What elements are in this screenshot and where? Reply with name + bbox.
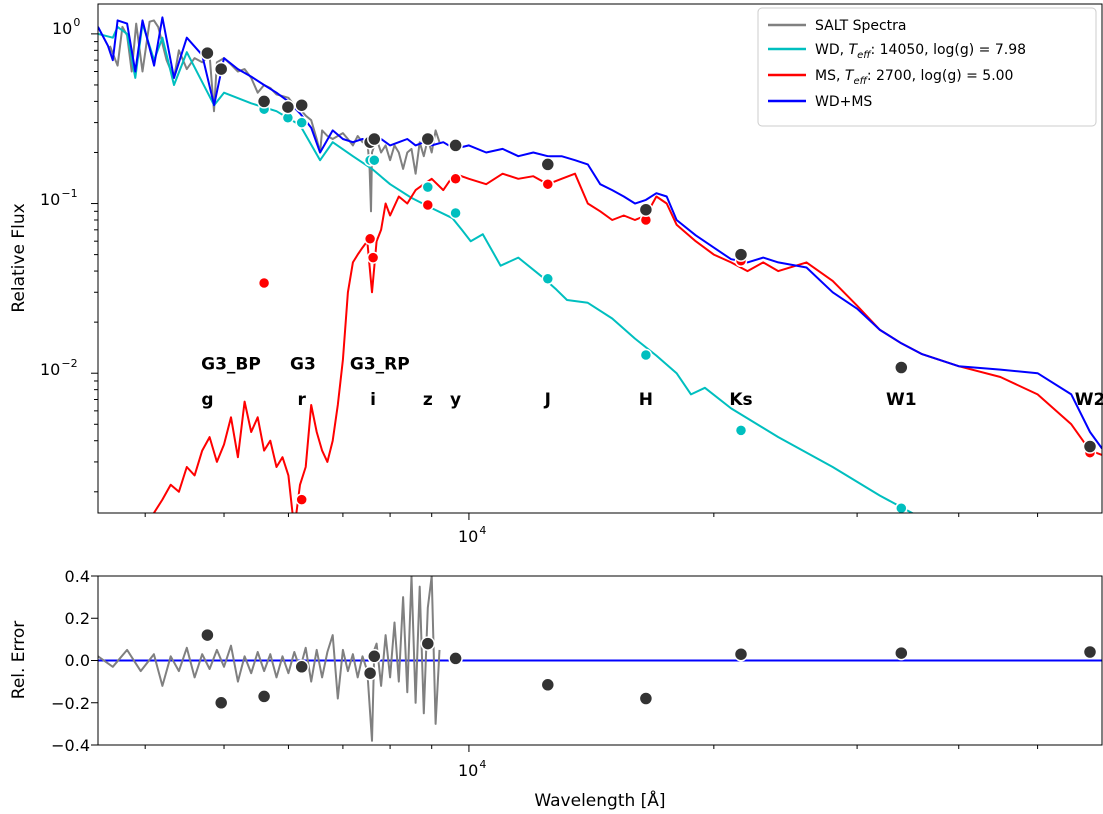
- spectrum-x-tick-10e4: 104: [458, 524, 486, 546]
- spectrum-plot-frame: [97, 3, 1103, 514]
- band-labels-layer: G3_BP G3 G3_RPg r i z y J H Ks W1 W2: [201, 355, 1103, 410]
- residual-point: [294, 659, 309, 675]
- residual-y-tick-1: 0.2: [65, 609, 90, 628]
- spectrum-x-tick-exp: 4: [479, 524, 486, 537]
- photometry-point-wd-model: [295, 116, 308, 129]
- photometry-point-observed: [256, 94, 272, 109]
- photometry-point-observed: [448, 138, 463, 153]
- photometry-point-observed: [280, 99, 296, 115]
- residual-point: [448, 651, 463, 666]
- photometry-point-observed: [540, 157, 556, 172]
- spectrum-y-tick-0-01: 10−2: [40, 357, 78, 379]
- photometry-point-wd-model: [1085, 530, 1096, 541]
- legend-box: [757, 7, 1097, 127]
- band-label-g3-rp: G3_RP: [350, 355, 410, 375]
- residual-point: [733, 646, 749, 662]
- photometry-point-observed: [1082, 439, 1098, 454]
- residual-y-axis-label: Rel. Error: [9, 621, 29, 699]
- residual-point: [540, 677, 556, 693]
- photometry-point-observed: [294, 97, 309, 113]
- residual-point: [638, 691, 654, 706]
- spectrum-residual-line: [98, 576, 441, 742]
- residual-series-layer: [98, 576, 1102, 742]
- band-label-i: i: [370, 390, 376, 410]
- photometry-point-ms-model: [541, 177, 555, 191]
- spectrum-y-axis-label: Relative Flux: [9, 203, 29, 312]
- photometry-point-wd-model: [734, 424, 748, 437]
- band-label-r: r: [298, 390, 307, 410]
- residual-y-tick-3: −0.2: [51, 694, 90, 713]
- band-label-g3: G3: [290, 355, 316, 375]
- legend-label-salt: SALT Spectra: [815, 18, 907, 34]
- photometry-point-ms-model: [449, 172, 462, 186]
- photometry-point-ms-model: [257, 276, 271, 290]
- legend-label-ms: MS, Teff: 2700, log(g) = 5.00: [815, 68, 1013, 87]
- band-label-g3-bp: G3_BP: [201, 355, 261, 375]
- band-label-y: y: [450, 390, 461, 410]
- residual-point: [200, 627, 215, 643]
- band-label-g: g: [201, 390, 213, 410]
- photometry-point-ms-model: [295, 493, 308, 506]
- residual-point: [894, 645, 909, 661]
- photometry-point-wd-model: [895, 501, 908, 513]
- band-label-j: J: [544, 390, 551, 410]
- residual-panel: 0.4 0.2 0.0 −0.2 −0.4 104 Rel. Error Wav…: [9, 567, 1103, 811]
- residual-point: [367, 649, 382, 664]
- spectrum-y-tick-1: 100: [52, 16, 80, 38]
- spectrum-axis-ticks: [91, 33, 1039, 520]
- residual-y-tick-4: −0.4: [51, 736, 90, 755]
- spectrum-x-tick-base: 10: [458, 527, 478, 546]
- residual-point: [256, 689, 272, 704]
- band-label-ks: Ks: [729, 390, 752, 410]
- residual-axis-ticks: [91, 575, 1039, 752]
- photometry-point-observed: [213, 61, 229, 77]
- legend: SALT Spectra WD, Teff: 14050, log(g) = 7…: [757, 7, 1097, 127]
- band-label-h: H: [639, 390, 653, 410]
- photometry-point-wd-model: [368, 153, 381, 167]
- spectrum-panel: G3_BP G3 G3_RPg r i z y J H Ks W1 W2 Relative Flux …: [9, 3, 1103, 546]
- photometry-point-observed: [367, 131, 382, 147]
- residual-y-tick-0: 0.4: [65, 567, 90, 586]
- photometry-point-ms-model: [363, 232, 377, 246]
- photometry-point-observed: [733, 247, 749, 262]
- residual-y-tick-2: 0.0: [65, 651, 90, 670]
- band-label-z: z: [423, 390, 433, 410]
- photometry-point-wd-model: [449, 206, 462, 220]
- residual-points-layer: [200, 627, 1098, 711]
- x-axis-label: Wavelength [Å]: [534, 789, 665, 811]
- photometry-point-wd-model: [541, 272, 555, 286]
- photometry-point-wd-model: [421, 180, 435, 194]
- photometry-point-observed: [894, 360, 909, 375]
- spectrum-y-tick-0-1: 10−1: [40, 187, 78, 209]
- photometry-point-observed: [638, 202, 654, 217]
- photometry-point-wd-model: [639, 348, 653, 362]
- legend-label-wd: WD, Teff: 14050, log(g) = 7.98: [815, 42, 1026, 61]
- residual-x-tick-10e4: 104: [458, 758, 486, 780]
- photometry-point-ms-model: [421, 198, 435, 212]
- band-label-w2: W2: [1075, 390, 1103, 410]
- band-label-w1: W1: [886, 390, 917, 410]
- photometry-point-observed: [200, 45, 215, 61]
- photometry-points-layer: [200, 45, 1098, 541]
- residual-point: [420, 636, 436, 651]
- residual-point: [362, 665, 378, 681]
- residual-point: [1082, 644, 1098, 660]
- residual-point: [213, 695, 229, 711]
- series-line-ms-teff-2700-log-g-5-00: [153, 172, 1102, 513]
- photometry-point-ms-model: [366, 251, 380, 264]
- photometry-point-observed: [420, 131, 436, 147]
- legend-label-wdms: WD+MS: [815, 94, 872, 110]
